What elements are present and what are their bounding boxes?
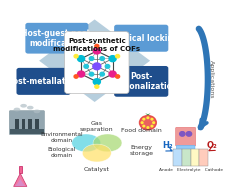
Bar <box>10 129 44 134</box>
Text: H₂: H₂ <box>163 141 173 150</box>
Bar <box>15 119 19 130</box>
Circle shape <box>153 122 155 123</box>
Circle shape <box>180 132 185 136</box>
Circle shape <box>116 75 120 78</box>
Circle shape <box>78 56 85 62</box>
Circle shape <box>109 56 116 62</box>
Text: Anode   Electrolyte   Cathode: Anode Electrolyte Cathode <box>158 167 223 172</box>
FancyBboxPatch shape <box>176 145 195 157</box>
FancyBboxPatch shape <box>9 111 44 135</box>
Circle shape <box>143 119 145 120</box>
Ellipse shape <box>27 106 33 109</box>
Circle shape <box>109 71 116 77</box>
Ellipse shape <box>33 109 40 113</box>
Bar <box>28 119 32 130</box>
Text: Host-guest post-
modification: Host-guest post- modification <box>21 29 93 48</box>
Circle shape <box>95 85 99 88</box>
Circle shape <box>74 55 78 58</box>
Bar <box>199 149 208 166</box>
Bar <box>173 149 182 166</box>
Text: Post-
functionalization: Post- functionalization <box>104 72 178 91</box>
Circle shape <box>186 132 192 136</box>
Circle shape <box>147 127 149 128</box>
Text: Biological
domain: Biological domain <box>47 147 76 158</box>
Circle shape <box>100 57 104 60</box>
Text: Energy
storage: Energy storage <box>129 145 153 156</box>
Text: Gas
separation: Gas separation <box>80 121 114 132</box>
Circle shape <box>116 55 120 58</box>
Polygon shape <box>15 179 25 186</box>
Ellipse shape <box>72 134 101 152</box>
Ellipse shape <box>82 144 111 162</box>
Ellipse shape <box>20 104 27 108</box>
FancyBboxPatch shape <box>16 68 71 95</box>
FancyBboxPatch shape <box>114 66 168 97</box>
FancyBboxPatch shape <box>176 127 196 146</box>
Circle shape <box>74 75 78 78</box>
Circle shape <box>95 44 99 48</box>
Circle shape <box>78 71 85 77</box>
Circle shape <box>93 79 100 85</box>
Polygon shape <box>39 19 150 102</box>
Ellipse shape <box>93 134 122 152</box>
Circle shape <box>143 125 145 127</box>
Bar <box>35 119 39 130</box>
Circle shape <box>151 119 153 120</box>
Circle shape <box>93 48 100 54</box>
Ellipse shape <box>14 108 20 111</box>
Circle shape <box>147 117 149 119</box>
Text: Environmental
domain: Environmental domain <box>40 132 83 143</box>
Circle shape <box>140 115 156 130</box>
Bar <box>22 119 25 130</box>
Bar <box>19 166 22 173</box>
Text: O₂: O₂ <box>207 141 218 150</box>
Bar <box>182 149 191 166</box>
Circle shape <box>141 122 143 123</box>
Circle shape <box>89 72 94 76</box>
Circle shape <box>93 63 101 70</box>
Text: Catalyst: Catalyst <box>84 167 110 172</box>
Text: Post-synthetic
modifications of COFs: Post-synthetic modifications of COFs <box>53 38 140 52</box>
Circle shape <box>100 72 104 76</box>
Circle shape <box>89 57 94 60</box>
Circle shape <box>151 125 153 127</box>
Text: Chemical locking: Chemical locking <box>105 34 178 43</box>
Bar <box>191 149 199 166</box>
Text: Post-metallation: Post-metallation <box>8 77 79 86</box>
Circle shape <box>105 64 110 68</box>
Polygon shape <box>14 173 27 186</box>
FancyBboxPatch shape <box>25 23 88 54</box>
FancyBboxPatch shape <box>65 32 129 94</box>
Text: Applications: Applications <box>209 60 214 99</box>
Text: Food domain: Food domain <box>121 128 162 133</box>
Circle shape <box>84 64 88 68</box>
Polygon shape <box>145 113 151 115</box>
FancyBboxPatch shape <box>114 25 168 52</box>
